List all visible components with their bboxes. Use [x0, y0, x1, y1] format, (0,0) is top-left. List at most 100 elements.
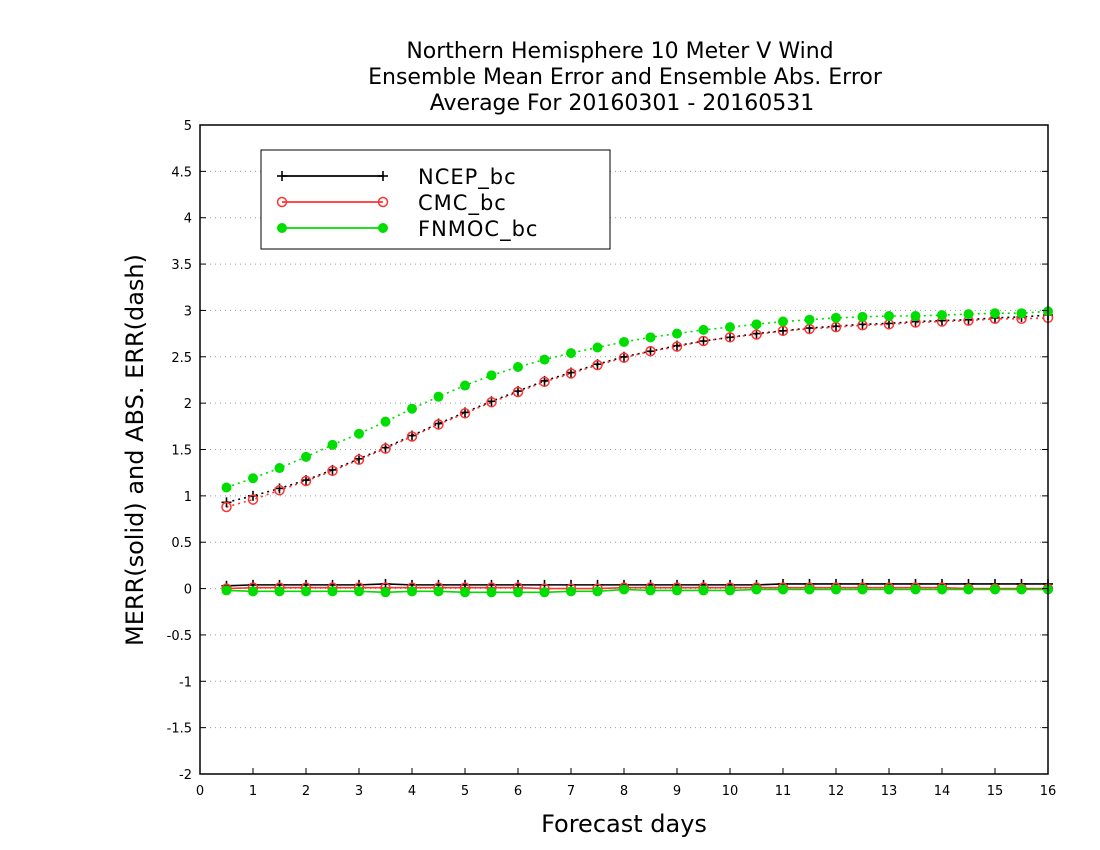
abs-err-point-cmc-bc [300, 475, 312, 487]
merr-point-fnmoc-bc [327, 586, 338, 597]
y-tick-label: -2 [179, 768, 192, 783]
abs-err-point-fnmoc-bc [937, 310, 947, 321]
abs-err-point-cmc-bc [353, 454, 365, 465]
abs-err-point-cmc-bc [698, 335, 709, 347]
abs-err-point-cmc-bc [221, 501, 232, 513]
abs-err-point-fnmoc-bc [804, 314, 815, 325]
abs-err-point-ncep-bc [725, 332, 735, 343]
abs-err-point-ncep-bc [645, 346, 656, 357]
abs-err-point-cmc-bc [565, 368, 577, 379]
grid [200, 170, 1048, 729]
x-axis: 0 1 2 3 4 5 6 7 8 9 10 11 12 13 14 15 16 [196, 768, 1056, 799]
abs-err-point-fnmoc-bc [592, 342, 603, 353]
x-tick-label: 5 [461, 784, 469, 799]
merr-point-fnmoc-bc [884, 584, 894, 595]
merr-point-fnmoc-bc [831, 584, 841, 595]
abs-err-point-fnmoc-bc [857, 311, 868, 322]
legend-marker-fnmoc-bc [378, 223, 388, 233]
abs-err-point-fnmoc-bc [248, 473, 258, 484]
abs-err-point-cmc-bc [406, 431, 418, 442]
merr-point-fnmoc-bc [539, 587, 550, 598]
abs-err-point-fnmoc-bc [486, 370, 497, 381]
title-line-3: Average For 20160301 - 20160531 [430, 91, 815, 116]
abs-err-point-cmc-bc [724, 332, 736, 343]
abs-err-point-fnmoc-bc [619, 336, 629, 347]
y-tick-label: -0.5 [167, 629, 192, 644]
legend-label-fnmoc-bc: FNMOC_bc [418, 217, 538, 242]
y-tick-label: 4 [184, 212, 192, 227]
y-axis: -2 -1.5 -1 -0.5 0 0.5 1 1.5 2 2.5 3 3.5 4 4.5 5 [167, 119, 1048, 783]
y-tick-label: 2 [184, 397, 192, 412]
merr-point-fnmoc-bc [274, 586, 285, 597]
abs-err-point-cmc-bc [433, 419, 444, 430]
merr-point-fnmoc-bc [1016, 584, 1027, 595]
x-tick-label: 15 [987, 784, 1004, 799]
abs-err-point-cmc-bc [645, 345, 656, 357]
abs-err-point-fnmoc-bc [327, 439, 338, 450]
merr-point-fnmoc-bc [486, 587, 497, 598]
abs-err-point-fnmoc-bc [910, 310, 921, 321]
abs-err-point-cmc-bc [539, 376, 550, 388]
x-tick-label: 11 [775, 784, 792, 799]
y-axis-label: MERR(solid) and ABS. ERR(dash) [121, 254, 149, 646]
merr-point-fnmoc-bc [592, 586, 603, 597]
abs-err-point-fnmoc-bc [1016, 308, 1027, 319]
abs-err-point-fnmoc-bc [354, 428, 364, 439]
abs-err-point-fnmoc-bc [274, 463, 285, 474]
merr-point-fnmoc-bc [698, 585, 709, 596]
x-tick-label: 0 [196, 784, 204, 799]
merr-point-fnmoc-bc [354, 586, 364, 597]
x-axis-label: Forecast days [541, 810, 707, 838]
abs-err-point-fnmoc-bc [990, 308, 1000, 319]
legend-label-ncep-bc: NCEP_bc [418, 165, 517, 190]
y-tick-label: -1 [179, 675, 192, 690]
x-tick-label: 7 [567, 784, 575, 799]
y-tick-label: 0.5 [171, 536, 192, 551]
x-tick-label: 1 [249, 784, 257, 799]
abs-err-point-fnmoc-bc [221, 482, 232, 493]
legend-marker-fnmoc-bc [277, 223, 287, 233]
x-tick-label: 2 [302, 784, 310, 799]
x-tick-label: 13 [881, 784, 898, 799]
abs-err-point-fnmoc-bc [725, 322, 735, 333]
legend-label-cmc-bc: CMC_bc [418, 191, 507, 216]
abs-err-point-cmc-bc [459, 408, 471, 419]
abs-err-point-cmc-bc [671, 341, 683, 352]
merr-point-fnmoc-bc [778, 584, 788, 595]
abs-err-line-cmc-bc [226, 317, 1049, 508]
chart-title: Northern Hemisphere 10 Meter V Wind Ense… [368, 39, 883, 116]
legend-marker-cmc-bc [276, 196, 288, 208]
merr-point-fnmoc-bc [751, 584, 762, 595]
merr-point-fnmoc-bc [963, 584, 974, 595]
abs-err-point-cmc-bc [327, 465, 338, 477]
merr-point-fnmoc-bc [433, 586, 444, 597]
abs-err-point-fnmoc-bc [831, 312, 841, 323]
abs-err-point-cmc-bc [618, 352, 630, 363]
abs-err-point-cmc-bc [751, 329, 762, 340]
merr-point-fnmoc-bc [937, 584, 947, 595]
merr-point-fnmoc-bc [407, 586, 417, 597]
legend-box [260, 149, 611, 250]
abs-err-point-fnmoc-bc [963, 309, 974, 320]
merr-point-fnmoc-bc [566, 586, 576, 597]
legend-marker-ncep-bc [378, 171, 388, 181]
abs-err-point-cmc-bc [486, 396, 497, 408]
abs-err-point-cmc-bc [592, 359, 603, 371]
x-tick-label: 10 [722, 784, 739, 799]
abs-err-point-cmc-bc [380, 443, 391, 454]
abs-err-point-ncep-bc [778, 325, 788, 336]
merr-point-fnmoc-bc [513, 587, 523, 598]
y-tick-label: 2.5 [171, 351, 192, 366]
abs-err-point-fnmoc-bc [460, 380, 470, 391]
abs-err-point-fnmoc-bc [778, 316, 788, 327]
merr-line-fnmoc-bc [226, 588, 1048, 594]
merr-point-fnmoc-bc [725, 585, 735, 596]
abs-err-point-fnmoc-bc [301, 451, 311, 462]
abs-err-point-fnmoc-bc [884, 310, 894, 321]
y-tick-label: 4.5 [171, 165, 192, 180]
merr-point-fnmoc-bc [990, 584, 1000, 595]
legend-marker-cmc-bc [377, 196, 389, 208]
merr-point-fnmoc-bc [248, 586, 258, 597]
